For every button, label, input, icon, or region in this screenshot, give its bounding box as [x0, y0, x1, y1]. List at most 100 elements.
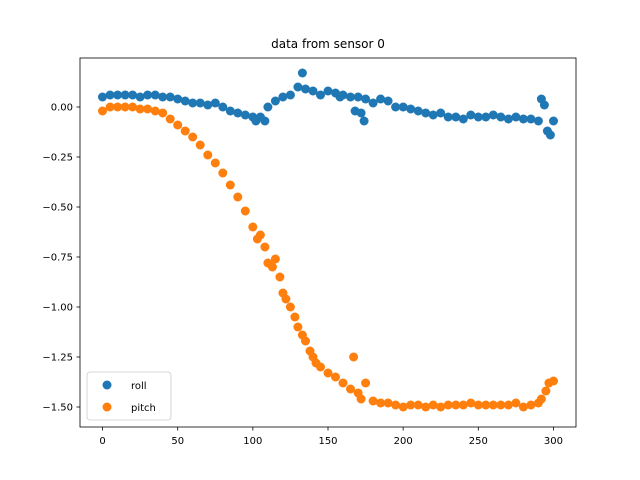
x-tick-label: 100: [243, 436, 262, 447]
roll-point: [346, 92, 355, 102]
pitch-point: [195, 140, 205, 150]
pitch-point: [143, 104, 153, 114]
pitch-point: [518, 402, 528, 412]
pitch-point: [361, 378, 371, 388]
roll-point: [98, 92, 107, 102]
pitch-point: [356, 394, 366, 404]
pitch-point: [267, 262, 277, 272]
roll-point: [421, 108, 431, 118]
roll-point: [218, 102, 228, 112]
roll-point: [173, 94, 183, 104]
legend: roll pitch: [86, 371, 172, 421]
pitch-point: [120, 102, 130, 112]
pitch-point: [466, 398, 476, 408]
pitch-point: [105, 102, 115, 112]
legend-label-roll: roll: [131, 381, 147, 392]
pitch-point: [285, 302, 295, 312]
pitch-point: [323, 368, 333, 378]
roll-point: [481, 112, 491, 122]
pitch-point: [150, 106, 160, 116]
pitch-point: [128, 102, 138, 112]
roll-point: [451, 112, 461, 122]
pitch-point: [113, 102, 123, 112]
roll-point: [368, 98, 378, 108]
roll-point: [518, 114, 528, 124]
roll-point: [260, 116, 270, 126]
roll-point: [225, 106, 235, 116]
roll-point: [503, 114, 513, 124]
pitch-point: [368, 396, 378, 406]
pitch-point: [173, 120, 183, 130]
pitch-point: [135, 104, 145, 114]
pitch-point: [281, 294, 291, 304]
pitch-point: [443, 400, 453, 410]
y-tick-label: −0.25: [42, 153, 73, 164]
pitch-point: [301, 336, 310, 346]
roll-point: [391, 102, 401, 112]
y-tick-label: −0.50: [42, 203, 73, 214]
roll-point: [263, 102, 273, 112]
pitch-point: [290, 312, 300, 322]
pitch-point: [203, 150, 213, 160]
pitch-point: [383, 398, 393, 408]
roll-point: [150, 90, 160, 100]
y-axis-ticks: 0.00 −0.25 −0.50 −0.75 −1.00 −1.25 −1.50: [42, 103, 80, 414]
pitch-point: [260, 242, 270, 252]
legend-marker-pitch: [102, 402, 112, 412]
y-tick-label: 0.00: [51, 103, 73, 114]
legend-marker-roll: [102, 380, 112, 390]
pitch-point: [376, 398, 386, 408]
roll-point: [436, 108, 446, 118]
pitch-point: [240, 206, 250, 216]
roll-point: [376, 94, 386, 104]
pitch-point: [233, 192, 243, 202]
roll-point: [359, 116, 369, 126]
pitch-point: [391, 400, 401, 410]
roll-point: [458, 114, 468, 124]
roll-point: [545, 130, 555, 140]
roll-point: [120, 90, 130, 100]
pitch-point: [473, 400, 483, 410]
roll-point: [338, 90, 348, 100]
roll-point: [240, 110, 250, 120]
data-points: [98, 68, 558, 412]
pitch-point: [549, 376, 558, 386]
y-tick-label: −1.50: [42, 403, 73, 414]
roll-point: [406, 104, 416, 114]
roll-point: [285, 90, 295, 100]
y-tick-label: −1.25: [42, 353, 73, 364]
pitch-point: [398, 402, 408, 412]
pitch-point: [496, 400, 506, 410]
roll-point: [316, 90, 325, 100]
pitch-point: [293, 322, 303, 332]
roll-point: [488, 110, 498, 120]
roll-point: [323, 86, 333, 96]
roll-point: [270, 96, 280, 106]
pitch-point: [275, 272, 285, 282]
pitch-point: [503, 400, 513, 410]
roll-point: [165, 92, 175, 102]
pitch-point: [188, 132, 198, 142]
pitch-point: [255, 230, 265, 240]
roll-point: [361, 94, 371, 104]
pitch-point: [338, 378, 348, 388]
pitch-point: [270, 254, 280, 264]
roll-point: [533, 116, 543, 126]
roll-point: [233, 108, 243, 118]
pitch-point: [526, 400, 536, 410]
roll-point: [278, 92, 288, 102]
pitch-point: [248, 222, 258, 232]
roll-point: [539, 100, 549, 110]
y-tick-label: −0.75: [42, 253, 73, 264]
roll-point: [413, 106, 423, 116]
roll-point: [496, 112, 506, 122]
pitch-point: [210, 158, 220, 168]
pitch-point: [488, 400, 498, 410]
roll-point: [473, 112, 483, 122]
roll-point: [398, 102, 408, 112]
x-tick-label: 50: [171, 436, 184, 447]
pitch-point: [451, 400, 461, 410]
chart-title: data from sensor 0: [271, 37, 385, 51]
roll-point: [195, 98, 205, 108]
